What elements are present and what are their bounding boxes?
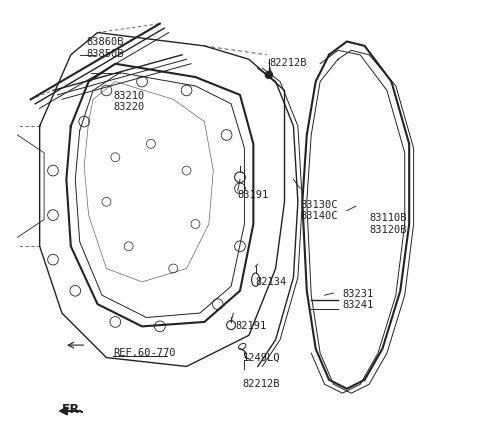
Text: 82191: 82191	[236, 321, 267, 332]
Text: 82212B: 82212B	[269, 58, 306, 68]
Text: REF.60-770: REF.60-770	[113, 348, 176, 358]
Text: 83110B
83120B: 83110B 83120B	[369, 213, 407, 235]
Text: 1249LQ: 1249LQ	[242, 353, 280, 362]
Text: 83231
83241: 83231 83241	[342, 289, 373, 310]
Circle shape	[265, 71, 273, 78]
Text: 83130C
83140C: 83130C 83140C	[300, 200, 337, 221]
Text: 82134: 82134	[255, 277, 287, 287]
Text: 83860B
83850B: 83860B 83850B	[86, 37, 124, 59]
Text: 83210
83220: 83210 83220	[113, 91, 144, 112]
Text: 83191: 83191	[238, 190, 269, 200]
Text: FR.: FR.	[62, 403, 85, 416]
Text: 82212B: 82212B	[242, 379, 280, 389]
